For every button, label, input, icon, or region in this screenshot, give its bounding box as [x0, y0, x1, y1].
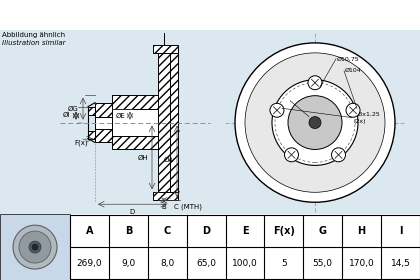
Text: Ø60: Ø60: [294, 112, 307, 117]
Text: H: H: [357, 226, 366, 236]
Circle shape: [29, 241, 41, 253]
Circle shape: [331, 148, 346, 162]
Bar: [95, 116, 112, 129]
Text: 65,0: 65,0: [196, 258, 216, 268]
Text: Ø10,75: Ø10,75: [337, 56, 360, 61]
Text: Illustration similar: Illustration similar: [2, 40, 66, 46]
Text: B: B: [125, 226, 132, 236]
Text: 24.0109-0148.1: 24.0109-0148.1: [88, 8, 223, 22]
Text: 9,0: 9,0: [121, 258, 136, 268]
Text: D: D: [202, 226, 210, 236]
Text: G: G: [319, 226, 327, 236]
Bar: [88, 130, 95, 139]
Circle shape: [19, 231, 51, 263]
Text: M8x1,25: M8x1,25: [353, 112, 380, 117]
Text: 55,0: 55,0: [313, 258, 333, 268]
Bar: [0, 214, 70, 280]
Circle shape: [245, 53, 385, 192]
Text: ØH: ØH: [138, 155, 148, 160]
Bar: [112, 109, 158, 136]
Text: D: D: [130, 209, 135, 215]
Circle shape: [288, 96, 342, 150]
Bar: [88, 107, 95, 115]
Circle shape: [272, 80, 358, 165]
Text: Ø104: Ø104: [345, 68, 362, 73]
Text: ØA: ØA: [164, 157, 174, 162]
Circle shape: [284, 148, 299, 162]
Text: 8,0: 8,0: [160, 258, 174, 268]
Bar: [70, 215, 420, 279]
Text: A: A: [86, 226, 93, 236]
Text: Abbildung ähnlich: Abbildung ähnlich: [2, 32, 65, 38]
Bar: [158, 53, 170, 192]
Circle shape: [308, 76, 322, 90]
Circle shape: [346, 103, 360, 117]
Bar: [112, 136, 158, 150]
Circle shape: [13, 225, 57, 269]
Text: ØE: ØE: [116, 113, 126, 119]
Text: (2x): (2x): [353, 119, 365, 124]
Text: 14,5: 14,5: [391, 258, 410, 268]
Bar: [170, 53, 178, 192]
Text: C (MTH): C (MTH): [174, 204, 202, 211]
Circle shape: [270, 103, 284, 117]
Bar: [112, 95, 158, 109]
Text: 5: 5: [281, 258, 287, 268]
Text: ØG: ØG: [68, 106, 79, 112]
Circle shape: [235, 43, 395, 202]
Circle shape: [32, 244, 38, 250]
Text: F(x): F(x): [74, 139, 88, 146]
Bar: [153, 192, 178, 200]
Text: C: C: [164, 226, 171, 236]
Text: 100,0: 100,0: [232, 258, 258, 268]
Text: 170,0: 170,0: [349, 258, 375, 268]
Circle shape: [309, 116, 321, 129]
Text: F(x): F(x): [273, 226, 295, 236]
Text: 269,0: 269,0: [76, 258, 102, 268]
Text: 409148: 409148: [270, 8, 334, 22]
Bar: [153, 45, 178, 53]
Text: I: I: [399, 226, 402, 236]
Bar: [95, 103, 112, 116]
Text: B: B: [162, 204, 166, 210]
Text: Ate: Ate: [289, 134, 362, 171]
Bar: [95, 129, 112, 143]
Text: ØI: ØI: [62, 112, 70, 118]
Text: E: E: [241, 226, 248, 236]
